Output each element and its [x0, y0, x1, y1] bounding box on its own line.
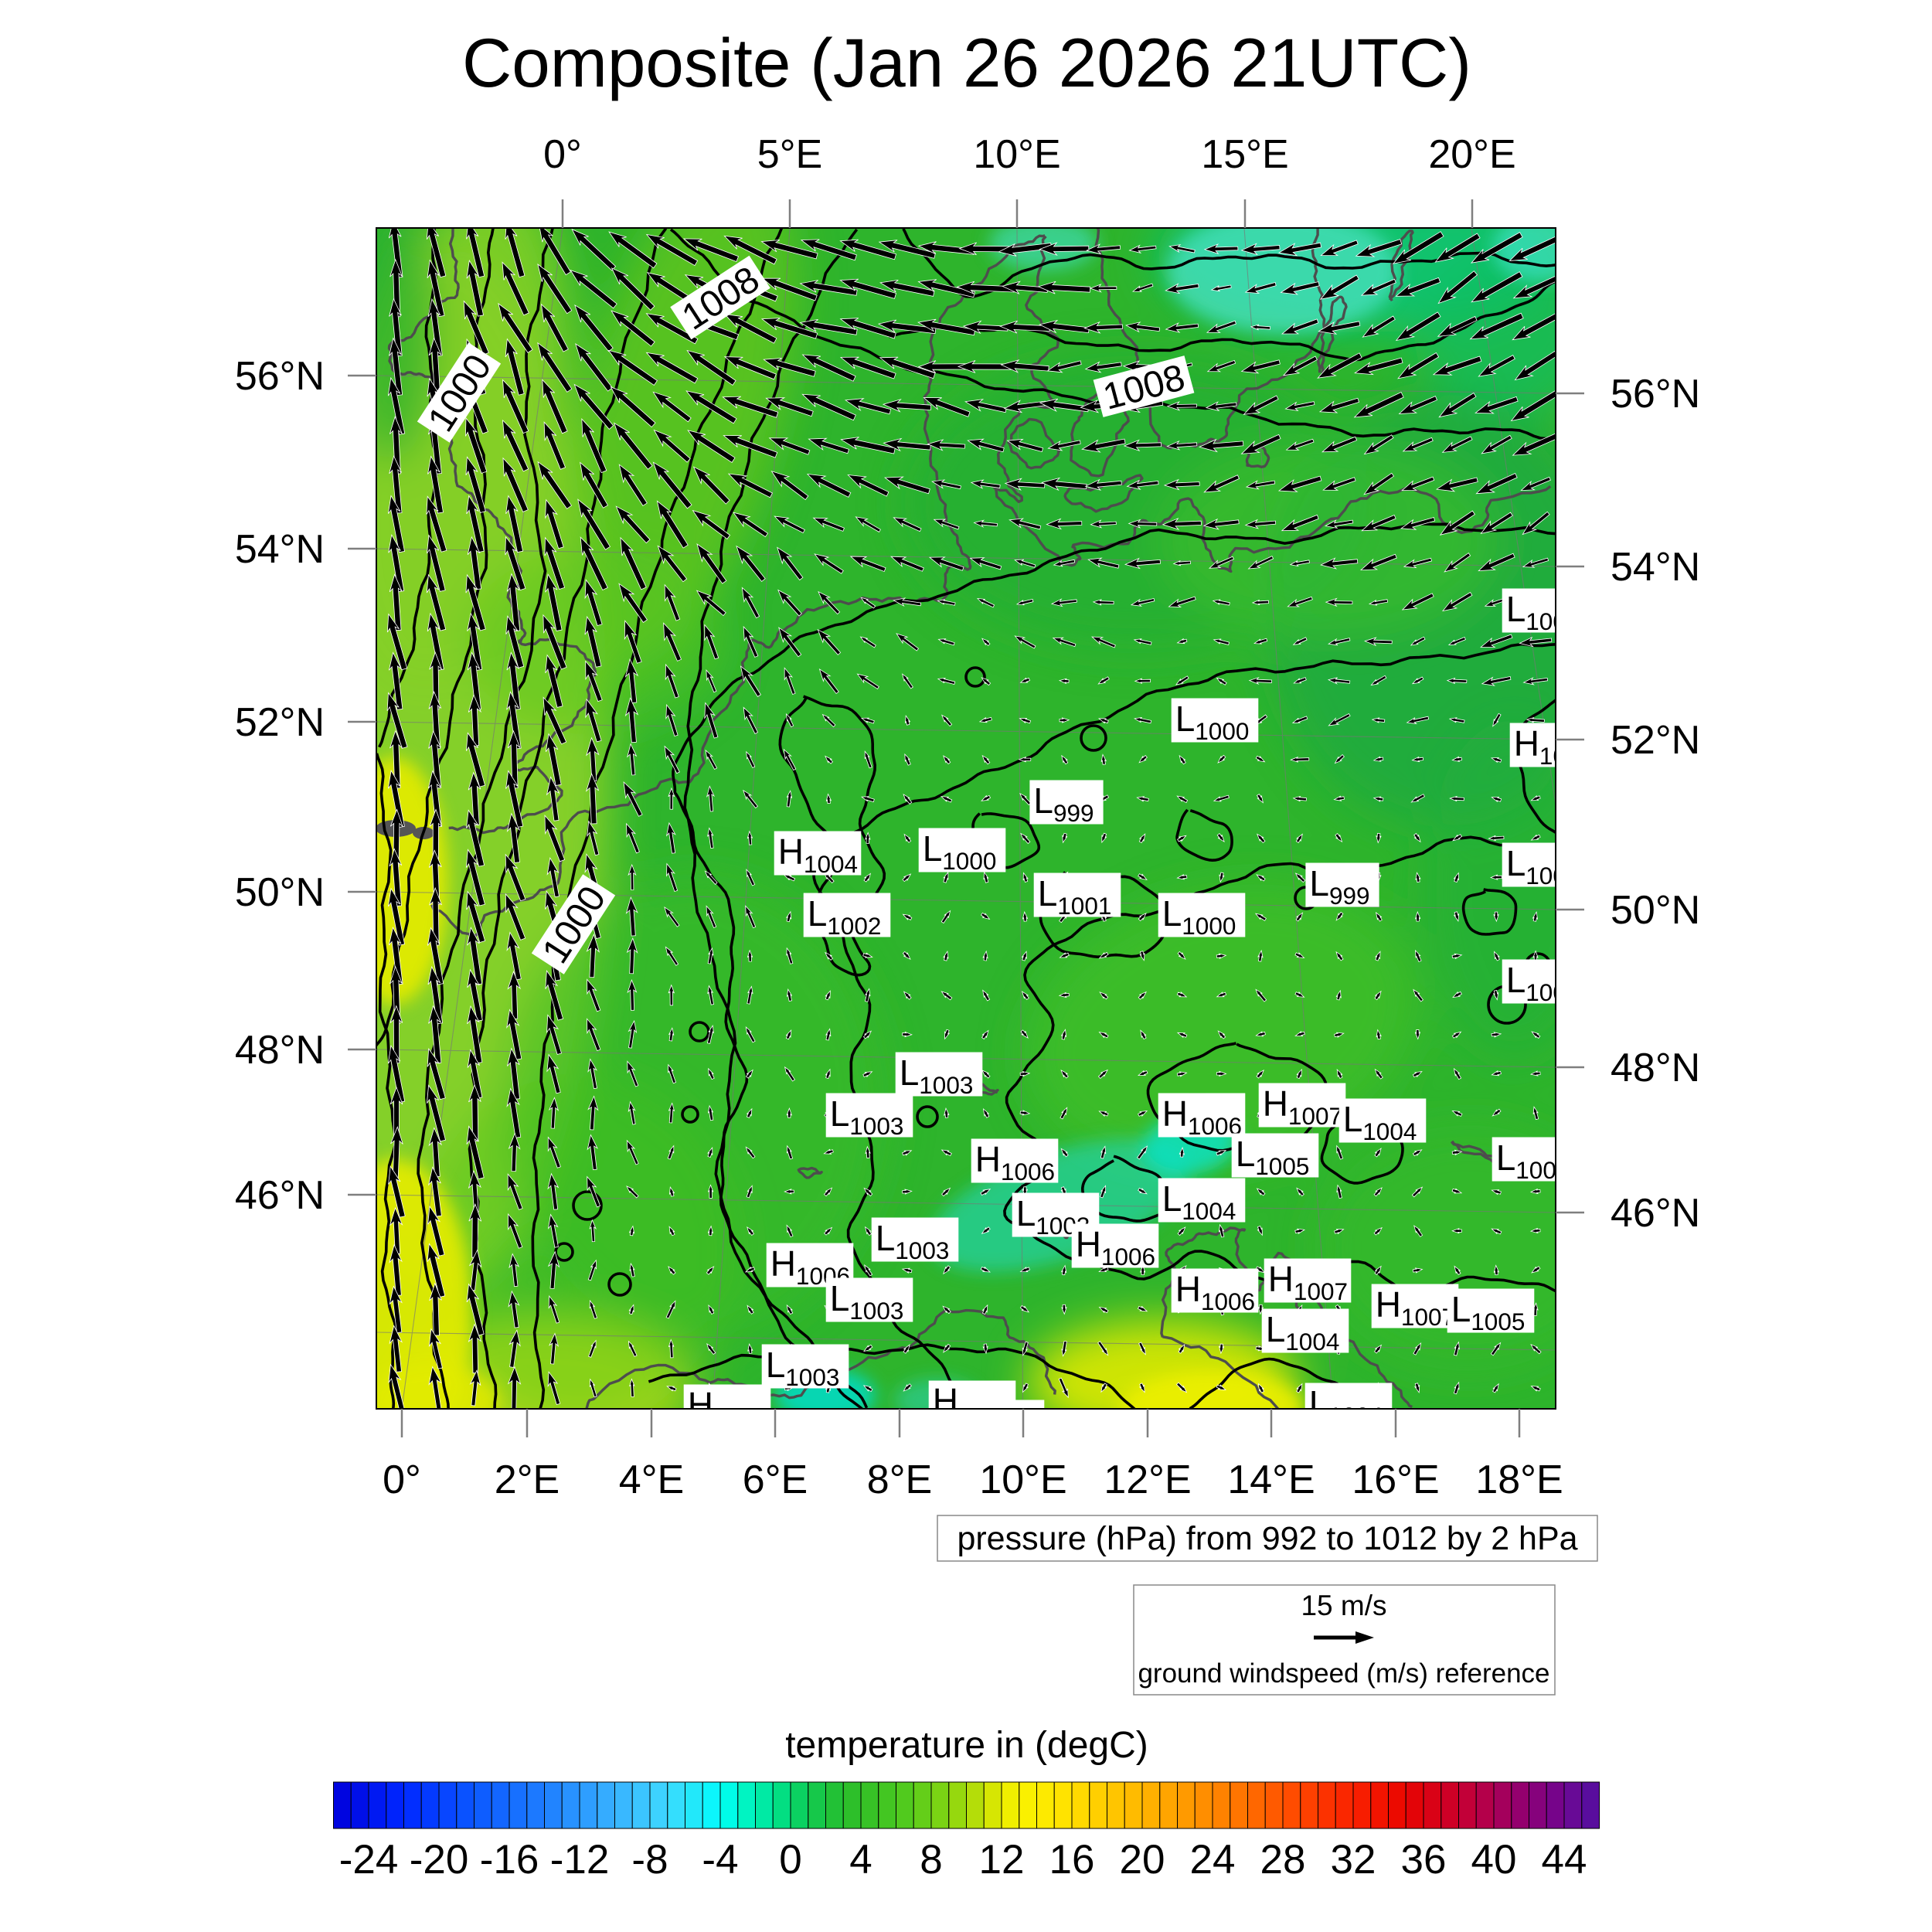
svg-text:12: 12: [979, 1837, 1025, 1883]
svg-text:4°E: 4°E: [619, 1458, 684, 1502]
svg-text:46°N: 46°N: [235, 1173, 325, 1218]
svg-text:ground windspeed (m/s) referen: ground windspeed (m/s) reference: [1138, 1658, 1549, 1689]
svg-text:L1005: L1005: [1451, 1289, 1526, 1335]
svg-text:16°E: 16°E: [1352, 1458, 1439, 1502]
svg-text:56°N: 56°N: [1611, 372, 1700, 417]
svg-text:temperature in (degC): temperature in (degC): [785, 1725, 1148, 1766]
svg-text:-4: -4: [702, 1837, 738, 1883]
svg-text:6°E: 6°E: [743, 1458, 808, 1502]
svg-text:-12: -12: [550, 1837, 610, 1883]
svg-text:14°E: 14°E: [1227, 1458, 1315, 1502]
svg-text:15°E: 15°E: [1201, 132, 1288, 177]
svg-text:32: 32: [1331, 1837, 1376, 1883]
svg-text:10°E: 10°E: [979, 1458, 1066, 1502]
svg-text:24: 24: [1190, 1837, 1236, 1883]
svg-text:10°E: 10°E: [973, 132, 1060, 177]
svg-text:52°N: 52°N: [1611, 718, 1700, 763]
svg-text:48°N: 48°N: [1611, 1046, 1700, 1090]
svg-text:50°N: 50°N: [235, 870, 325, 915]
svg-text:L1001: L1001: [1038, 873, 1112, 920]
svg-text:0: 0: [779, 1837, 801, 1883]
svg-text:-24: -24: [339, 1837, 399, 1883]
svg-text:44: 44: [1542, 1837, 1587, 1883]
svg-text:15 m/s: 15 m/s: [1301, 1590, 1386, 1621]
svg-text:-20: -20: [410, 1837, 469, 1883]
svg-text:54°N: 54°N: [1611, 545, 1700, 590]
svg-text:-8: -8: [631, 1837, 668, 1883]
svg-text:8°E: 8°E: [867, 1458, 932, 1502]
svg-text:L1004: L1004: [1266, 1309, 1340, 1355]
svg-text:16: 16: [1049, 1837, 1095, 1883]
svg-text:5°E: 5°E: [757, 132, 822, 177]
svg-text:50°N: 50°N: [1611, 888, 1700, 933]
svg-text:Composite (Jan 26 2026 21UTC): Composite (Jan 26 2026 21UTC): [462, 24, 1471, 101]
svg-text:48°N: 48°N: [235, 1028, 325, 1073]
svg-text:2°E: 2°E: [495, 1458, 560, 1502]
svg-text:52°N: 52°N: [235, 700, 325, 745]
svg-text:46°N: 46°N: [1611, 1191, 1700, 1236]
svg-text:40: 40: [1471, 1837, 1517, 1883]
svg-text:36: 36: [1401, 1837, 1447, 1883]
svg-text:20°E: 20°E: [1428, 132, 1515, 177]
svg-text:20: 20: [1120, 1837, 1165, 1883]
svg-text:28: 28: [1260, 1837, 1306, 1883]
svg-text:0°: 0°: [543, 132, 582, 177]
svg-text:pressure (hPa) from 992 to 101: pressure (hPa) from 992 to 1012 by 2 hPa: [957, 1520, 1577, 1557]
svg-text:L1005: L1005: [1236, 1134, 1310, 1180]
svg-text:56°N: 56°N: [235, 354, 325, 399]
svg-text:4: 4: [849, 1837, 872, 1883]
svg-text:18°E: 18°E: [1475, 1458, 1563, 1502]
svg-text:12°E: 12°E: [1104, 1458, 1191, 1502]
svg-text:0°: 0°: [383, 1458, 421, 1502]
svg-text:-16: -16: [480, 1837, 539, 1883]
svg-text:L1003: L1003: [876, 1218, 950, 1264]
svg-text:8: 8: [920, 1837, 942, 1883]
svg-text:54°N: 54°N: [235, 527, 325, 572]
